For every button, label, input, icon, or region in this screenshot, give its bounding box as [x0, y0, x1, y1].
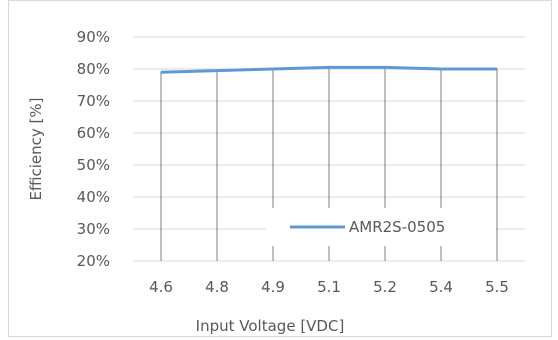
x-tick-label: 4.6 — [149, 278, 173, 296]
legend-label: AMR2S-0505 — [349, 218, 445, 236]
x-tick-label: 4.9 — [261, 278, 285, 296]
y-tick-label: 60% — [77, 124, 110, 142]
x-tick-label: 5.4 — [429, 278, 453, 296]
data-point — [216, 69, 218, 72]
data-point — [160, 71, 162, 73]
y-tick-label: 80% — [77, 60, 110, 78]
x-tick-label: 5.5 — [485, 278, 509, 296]
legend: AMR2S-0505 — [266, 208, 496, 246]
data-point — [328, 66, 330, 69]
y-tick-labels: 20% 30% 40% 50% 60% 70% 80% 90% — [77, 28, 110, 270]
data-point — [272, 68, 274, 70]
x-tick-label: 5.1 — [317, 278, 341, 296]
y-tick-label: 50% — [77, 156, 110, 174]
y-axis-title: Efficiency [%] — [27, 98, 45, 201]
y-tick-label: 70% — [77, 92, 110, 110]
data-point — [440, 68, 442, 70]
x-tick-label: 4.8 — [205, 278, 229, 296]
chart-frame — [8, 0, 552, 337]
data-point — [496, 68, 498, 70]
x-tick-labels: 4.6 4.8 4.9 5.1 5.2 5.4 5.5 — [149, 278, 509, 296]
y-tick-label: 40% — [77, 188, 110, 206]
y-tick-label: 20% — [77, 252, 110, 270]
x-axis-title: Input Voltage [VDC] — [196, 317, 345, 335]
x-tick-label: 5.2 — [373, 278, 397, 296]
y-tick-label: 90% — [77, 28, 110, 46]
y-tick-label: 30% — [77, 220, 110, 238]
data-point — [384, 66, 386, 69]
series-lines — [160, 65, 498, 74]
